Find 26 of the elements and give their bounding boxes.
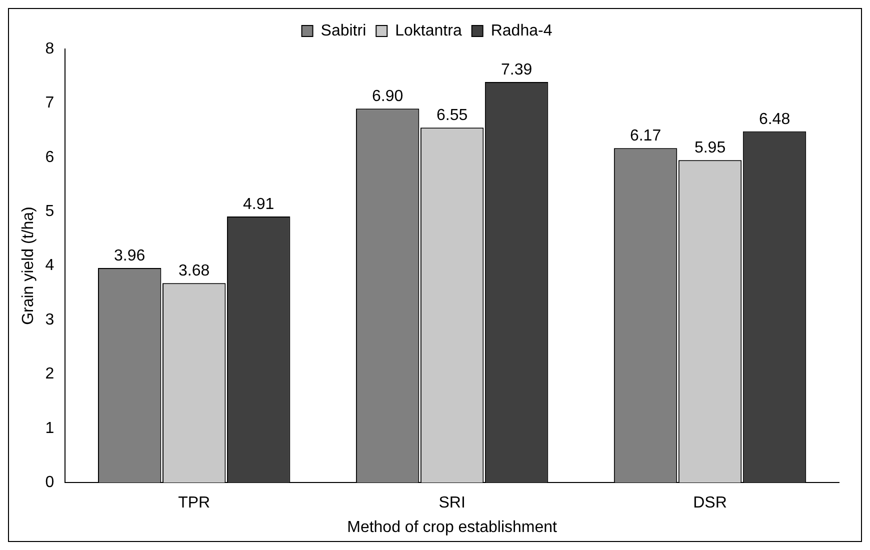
x-tick-label: SRI [438,494,466,512]
legend-label: Radha-4 [490,22,552,40]
y-axis-title: Grain yield (t/ha) [20,206,38,325]
y-tick-label: 6 [45,148,54,166]
y-tick-label: 0 [45,474,54,492]
data-label: 6.90 [372,88,404,106]
data-label: 3.68 [178,262,210,280]
y-tick-label: 8 [45,40,54,58]
y-tick-label: 7 [45,94,54,112]
data-label: 3.96 [114,247,146,264]
data-label: 6.48 [758,110,790,128]
data-label: 7.39 [500,61,532,78]
data-label: 6.55 [436,106,468,124]
y-tick-label: 2 [45,366,54,383]
legend-label: Loktantra [395,22,462,40]
y-tick-label: 5 [45,203,54,220]
x-tick-label: DSR [693,494,727,512]
data-label: 4.91 [243,196,274,213]
y-tick-label: 4 [45,257,54,274]
legend-label: Sabitri [320,22,366,40]
x-axis-title: Method of crop establishment [347,518,558,536]
data-label: 6.17 [630,128,662,145]
y-tick-label: 1 [45,420,54,437]
data-label: 5.95 [694,140,726,157]
y-tick-label: 3 [45,311,54,328]
x-tick-label: TPR [178,494,210,512]
